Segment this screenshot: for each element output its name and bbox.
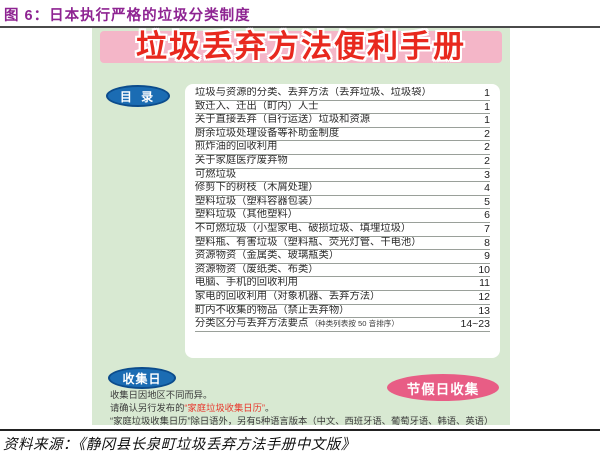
toc-panel: 垃圾与资源的分类、丢弃方法（丢弃垃圾、垃圾袋） 1 致迁入、迁出（町内）人士 1 关于直… [185,84,500,358]
collection-note-2: 请确认另行发布的“家庭垃圾收集日历”。 [110,402,504,414]
toc-item-label: 分类区分与丢弃方法要点 （种类列表按 50 音排序） [195,318,399,330]
bottom-divider [0,429,600,431]
toc-row: 致迁入、迁出（町内）人士 1 [195,101,490,115]
toc-item-page: 7 [484,223,490,236]
toc-item-label: 塑料垃圾（其他塑料） [195,209,298,221]
toc-item-page: 12 [478,291,490,303]
toc-item-label: 修剪下的树枝（木屑处理） [195,182,319,194]
toc-item-label: 垃圾与资源的分类、丢弃方法（丢弃垃圾、垃圾袋） [195,87,432,99]
toc-item-page: 1 [484,87,490,100]
toc-item-label: 家电的回收利用（对象机器、丢弃方法） [195,291,381,302]
collection-note-2-suffix: 。 [264,403,275,413]
toc-item-page: 13 [478,304,490,317]
toc-row: 不可燃垃圾（小型家电、破损垃圾、填埋垃圾） 7 [195,223,490,237]
toc-row: 家电的回收利用（对象机器、丢弃方法） 12 [195,291,490,305]
toc-row: 町内不收集的物品（禁止丢弃物） 13 [195,305,490,319]
toc-row: 可燃垃圾 3 [195,169,490,183]
toc-row: 修剪下的树枝（木屑处理） 4 [195,182,490,196]
source-line: 资料来源：《静冈县长泉町垃圾丢弃方法手册中文版》 [3,437,356,453]
toc-item-label: 町内不收集的物品（禁止丢弃物） [195,304,350,316]
poster-title-banner: 垃圾丢弃方法便利手册 [100,29,502,64]
top-divider [0,26,600,28]
calendar-name-highlight: “家庭垃圾收集日历” [184,403,265,413]
collection-day-label: 收集日 [122,371,162,386]
toc-item-label: 煎炸油的回收利用 [195,141,278,153]
collection-day-badge: 收集日 [108,367,176,389]
toc-item-page: 14~23 [460,318,491,331]
toc-row: 电脑、手机的回收利用 11 [195,277,490,291]
toc-item-label: 关于家庭医疗废弃物 [195,155,288,167]
toc-heading-badge: 目 录 [106,85,170,107]
toc-item-label: 致迁入、迁出（町内）人士 [195,100,319,112]
toc-item-page: 3 [484,168,490,181]
toc-row: 资源物资（金属类、玻璃瓶类） 9 [195,250,490,264]
toc-item-label: 资源物资（废纸类、布类） [195,263,319,275]
toc-row: 关于直接丢弃（自行运送）垃圾和资源 1 [195,114,490,128]
collection-note-2-prefix: 请确认另行发布的 [110,403,185,413]
toc-item-page: 8 [484,236,490,249]
toc-item-label: 资源物资（金属类、玻璃瓶类） [195,250,340,262]
holiday-collection-badge: 节假日收集 [387,374,499,401]
toc-item-label: 关于直接丢弃（自行运送）垃圾和资源 [195,114,371,126]
toc-item-page: 2 [484,155,490,168]
toc-item-note: （种类列表按 50 音排序） [308,319,399,329]
toc-item-page: 2 [484,127,490,140]
toc-row: 塑料瓶、有害垃圾（塑料瓶、荧光灯管、干电池） 8 [195,237,490,251]
toc-item-page: 9 [484,250,490,263]
figure-title: 图 6：日本执行严格的垃圾分类制度 [4,8,251,24]
toc-item-label: 电脑、手机的回收利用 [195,277,298,289]
toc-row: 资源物资（废纸类、布类） 10 [195,264,490,278]
holiday-collection-label: 节假日收集 [406,381,480,397]
toc-item-label: 塑料垃圾（塑料容器包装） [195,195,319,207]
toc-row: 关于家庭医疗废弃物 2 [195,155,490,169]
toc-item-page: 5 [484,195,490,208]
toc-heading-label: 目 录 [119,89,157,104]
toc-item-page: 4 [484,182,490,195]
toc-row: 厨余垃圾处理设备等补助金制度 2 [195,128,490,142]
toc-item-page: 11 [479,277,490,290]
toc-item-label: 厨余垃圾处理设备等补助金制度 [195,127,340,139]
toc-row: 塑料垃圾（其他塑料） 6 [195,209,490,223]
collection-note-1: 收集日因地区不同而异。 [110,390,213,400]
toc-item-page: 1 [484,100,490,113]
poster-title: 垃圾丢弃方法便利手册 [136,29,466,64]
toc-item-page: 10 [478,263,490,276]
toc-row: 分类区分与丢弃方法要点 （种类列表按 50 音排序） 14~23 [195,318,490,332]
toc-item-page: 6 [484,209,490,222]
toc-item-label: 可燃垃圾 [195,168,237,180]
toc-row: 煎炸油的回收利用 2 [195,141,490,155]
collection-note-3: “家庭垃圾收集日历”除日语外，另有5种语言版本（中文、西班牙语、葡萄牙语、韩语、… [110,416,494,426]
manual-cover-poster: 垃圾丢弃方法便利手册 目 录 垃圾与资源的分类、丢弃方法（丢弃垃圾、垃圾袋） 1 致… [92,28,510,426]
toc-item-label: 塑料瓶、有害垃圾（塑料瓶、荧光灯管、干电池） [195,236,422,248]
toc-row: 垃圾与资源的分类、丢弃方法（丢弃垃圾、垃圾袋） 1 [195,87,490,101]
toc-item-page: 1 [484,114,490,127]
toc-row: 塑料垃圾（塑料容器包装） 5 [195,196,490,210]
toc-item-page: 2 [484,141,490,154]
toc-item-label: 不可燃垃圾（小型家电、破损垃圾、填埋垃圾） [195,223,412,235]
